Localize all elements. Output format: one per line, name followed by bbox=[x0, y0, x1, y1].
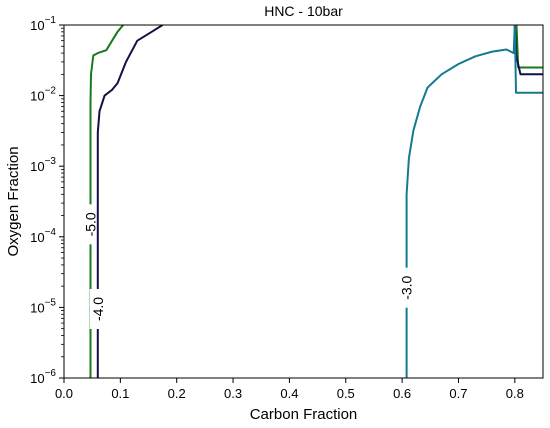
contour-line-0-1 bbox=[515, 25, 543, 69]
contour-label-gap-1 bbox=[89, 288, 106, 329]
x-tick-label: 0.1 bbox=[111, 386, 129, 401]
contour-line-2-0 bbox=[405, 25, 516, 378]
x-tick-label: 0.8 bbox=[506, 386, 524, 401]
y-tick-label: 10−5 bbox=[30, 297, 56, 315]
contour-label-gap-2 bbox=[398, 267, 415, 308]
contour-line-2-1 bbox=[513, 25, 543, 94]
y-tick-label: 10−6 bbox=[30, 368, 56, 386]
y-tick-label: 10−1 bbox=[30, 15, 56, 33]
plot-frame bbox=[63, 24, 544, 379]
contour-lines: -5.0 -4.0 -3.0 bbox=[82, 25, 543, 378]
y-tick-label: 10−2 bbox=[30, 86, 56, 104]
chart-title: HNC - 10bar bbox=[264, 3, 343, 19]
plot-area: -5.0 -4.0 -3.0 bbox=[63, 24, 544, 379]
x-tick-label: 0.2 bbox=[168, 386, 186, 401]
x-tick-label: 0.6 bbox=[393, 386, 411, 401]
contour-line-1-0 bbox=[96, 25, 164, 378]
y-tick-label: 10−3 bbox=[30, 156, 56, 174]
y-axis-ticks: 10−6 10−5 10−4 10−3 10−2 10−1 bbox=[30, 15, 64, 386]
y-axis-label: Oxygen Fraction bbox=[5, 146, 22, 256]
x-tick-label: 0.0 bbox=[55, 386, 73, 401]
x-tick-label: 0.7 bbox=[449, 386, 467, 401]
x-axis-ticks: 0.0 0.1 0.2 0.3 0.4 0.5 0.6 0.7 0.8 bbox=[55, 378, 524, 401]
x-tick-label: 0.3 bbox=[224, 386, 242, 401]
x-tick-label: 0.4 bbox=[280, 386, 298, 401]
x-tick-label: 0.5 bbox=[337, 386, 355, 401]
contour-series-2: -3.0 bbox=[398, 25, 543, 378]
contour-line-0-0 bbox=[89, 25, 124, 378]
contour-label-0: -5.0 bbox=[82, 212, 98, 236]
contour-label-1: -4.0 bbox=[90, 297, 106, 321]
x-axis-label: Carbon Fraction bbox=[250, 406, 358, 423]
y-tick-label: 10−4 bbox=[30, 227, 56, 245]
contour-label-gap-0 bbox=[82, 204, 99, 245]
contour-series-1: -4.0 bbox=[89, 25, 543, 378]
contour-label-2: -3.0 bbox=[399, 275, 415, 299]
contour-series-0: -5.0 bbox=[82, 25, 543, 378]
